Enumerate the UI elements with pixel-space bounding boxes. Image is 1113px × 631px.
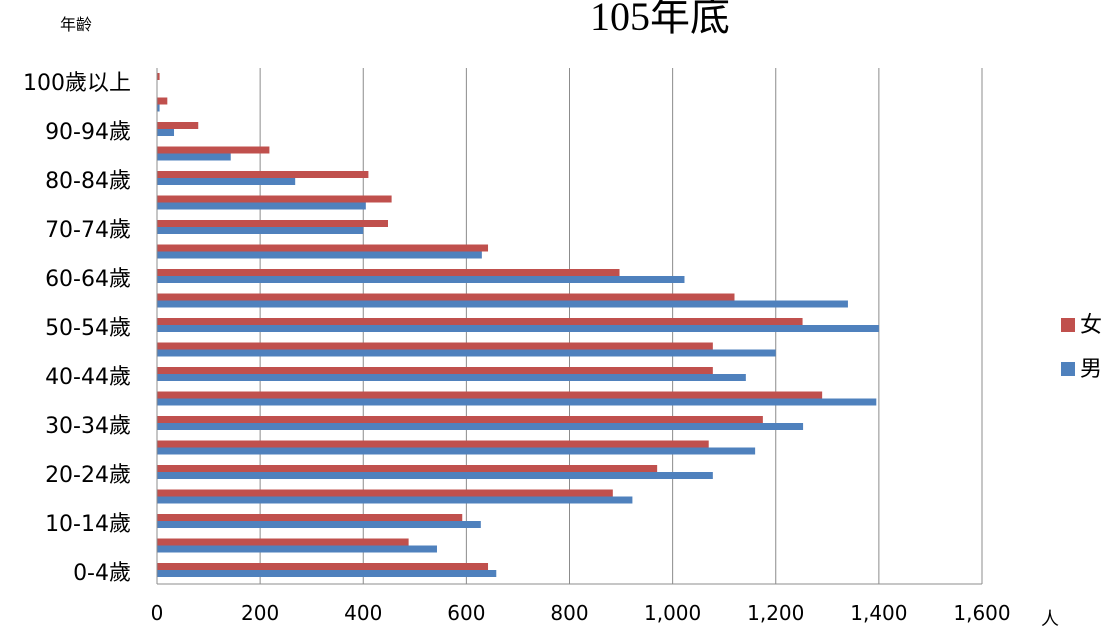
chart-title: 105年底 (590, 0, 730, 39)
category-label: 20-24歲 (45, 463, 131, 488)
bar-female (157, 342, 713, 350)
bar-male (157, 153, 231, 161)
bar-female (157, 563, 489, 570)
bar-male (157, 496, 633, 504)
bar-female (157, 146, 270, 154)
bar-female (157, 220, 388, 227)
bar-male (157, 251, 482, 259)
legend-label: 男 (1080, 357, 1102, 382)
x-tick-label: 600 (447, 601, 485, 625)
bar-female (157, 440, 709, 448)
x-tick-label: 400 (344, 601, 382, 625)
x-tick-label: 200 (241, 601, 279, 625)
bar-male (157, 325, 879, 332)
category-label: 40-44歲 (45, 365, 131, 390)
bar-female (157, 293, 735, 301)
category-label: 60-64歲 (45, 267, 131, 292)
category-label: 30-34歲 (45, 414, 131, 439)
bar-female (157, 416, 763, 423)
legend-label: 女 (1080, 313, 1102, 338)
category-label: 10-14歲 (45, 512, 131, 537)
bar-female (157, 171, 369, 178)
y-axis-label: 年齡 (60, 15, 92, 34)
bar-female (157, 122, 199, 129)
x-tick-label: 1,000 (644, 601, 701, 625)
bar-female (157, 97, 168, 105)
bar-male (157, 472, 713, 479)
bar-male (157, 423, 804, 430)
category-label: 90-94歲 (45, 120, 131, 145)
x-tick-labels: 0 200 400 600 800 1,000 1,200 1,400 1,600 (151, 601, 1011, 625)
bar-male (157, 202, 366, 210)
legend-swatch (1061, 362, 1075, 376)
bar-female (157, 269, 620, 276)
legend-swatch (1061, 318, 1075, 332)
category-label: 80-84歲 (45, 169, 131, 194)
bar-male (157, 227, 364, 234)
category-labels: 0-4歲 10-14歲 20-24歲 30-34歲 40-44歲 50-54歲 60-64歲… (23, 71, 131, 586)
category-label: 0-4歲 (73, 561, 131, 586)
x-tick-label: 1,400 (850, 601, 907, 625)
bar-female (157, 391, 823, 399)
bar-male (157, 129, 175, 136)
legend: 女男 (1061, 313, 1102, 382)
bar-male (157, 374, 746, 381)
x-axis-unit-label: 人 (1041, 609, 1059, 630)
bar-female (157, 514, 463, 521)
bar-female (157, 244, 489, 252)
bar-male (157, 104, 160, 112)
bar-female (157, 318, 803, 325)
bar-male (157, 521, 481, 528)
bar-male (157, 276, 685, 283)
x-tick-label: 0 (151, 601, 164, 625)
x-tick-label: 800 (550, 601, 588, 625)
bar-female (157, 367, 713, 374)
bars (157, 73, 879, 577)
bar-male (157, 178, 296, 185)
bar-male (157, 545, 437, 553)
category-label: 70-74歲 (45, 218, 131, 243)
bar-male (157, 300, 848, 308)
category-label: 50-54歲 (45, 316, 131, 341)
bar-female (157, 489, 613, 497)
bar-female (157, 195, 392, 203)
bar-male (157, 447, 756, 455)
bar-female (157, 465, 658, 472)
bar-male (157, 398, 877, 406)
bar-female (157, 73, 160, 80)
axes (156, 68, 982, 585)
bar-male (157, 570, 497, 577)
x-tick-label: 1,200 (747, 601, 804, 625)
category-label: 100歲以上 (23, 71, 131, 96)
bar-female (157, 538, 409, 546)
bar-male (157, 349, 776, 357)
x-tick-label: 1,600 (953, 601, 1010, 625)
